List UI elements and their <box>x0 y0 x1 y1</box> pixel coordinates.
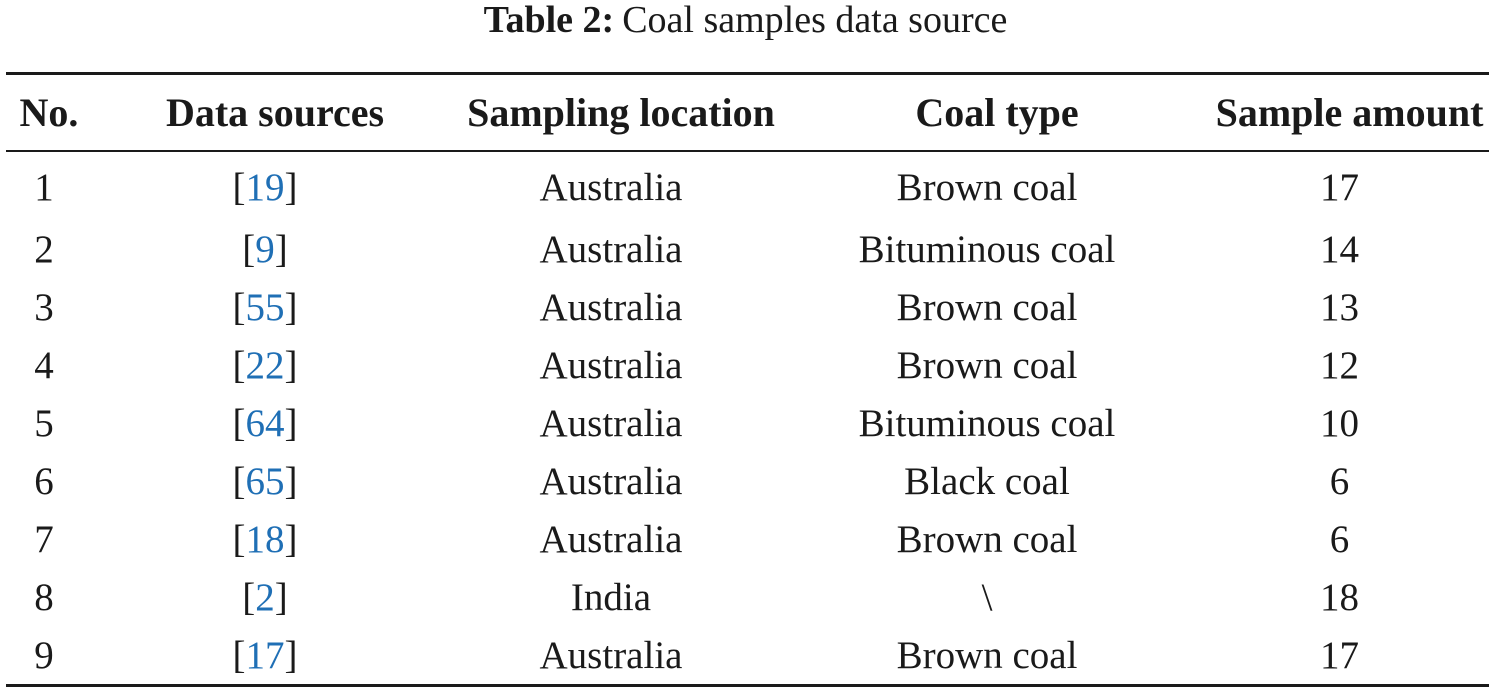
cell-sampling-location: India <box>570 575 652 619</box>
header-sampling-location: Sampling location <box>467 90 775 135</box>
citation-close-bracket: ] <box>274 227 288 271</box>
citation-close-bracket: ] <box>284 165 298 209</box>
table-caption: Table 2: Coal samples data source <box>0 0 1491 44</box>
cell-data-source: [2] <box>92 568 438 626</box>
citation-open-bracket: [ <box>232 459 246 503</box>
cell-sampling-location: Australia <box>539 285 683 329</box>
cell-no: 9 <box>34 633 54 677</box>
cell-coal-type: Bituminous coal <box>858 401 1116 445</box>
cell-no: 1 <box>34 165 54 209</box>
citation-link[interactable]: 18 <box>245 517 285 561</box>
citation-open-bracket: [ <box>232 401 246 445</box>
cell-no: 2 <box>34 227 54 271</box>
cell-sample-amount: 10 <box>1320 401 1359 445</box>
header-no: No. <box>19 90 79 135</box>
header-coal-type: Coal type <box>915 90 1079 135</box>
citation-close-bracket: ] <box>284 285 298 329</box>
cell-sample-amount: 6 <box>1329 517 1350 561</box>
cell-data-source: [64] <box>92 394 438 452</box>
citation-open-bracket: [ <box>232 517 246 561</box>
citation-open-bracket: [ <box>232 633 246 677</box>
coal-samples-table: No. Data sources Sampling location Coal … <box>6 72 1489 687</box>
cell-coal-type: Bituminous coal <box>858 227 1116 271</box>
citation-link[interactable]: 64 <box>245 401 285 445</box>
cell-data-source: [9] <box>92 220 438 278</box>
cell-no: 5 <box>34 401 54 445</box>
cell-no: 3 <box>34 285 54 329</box>
cell-no: 4 <box>34 343 54 387</box>
cell-no: 6 <box>34 459 54 503</box>
table-row: 9 [17] Australia Brown coal 17 <box>6 626 1489 684</box>
cell-no: 8 <box>34 575 54 619</box>
table-row: 4 [22] Australia Brown coal 12 <box>6 336 1489 394</box>
citation-link[interactable]: 19 <box>245 165 285 209</box>
cell-sample-amount: 13 <box>1320 285 1359 329</box>
table-row: 7 [18] Australia Brown coal 6 <box>6 510 1489 568</box>
table-row: 1 [19] Australia Brown coal 17 <box>6 152 1489 220</box>
cell-data-source: [22] <box>92 336 438 394</box>
table-body: 1 [19] Australia Brown coal 17 2 [9] Australia B… <box>6 152 1489 684</box>
citation-link[interactable]: 2 <box>255 575 275 619</box>
cell-sample-amount: 12 <box>1320 343 1359 387</box>
table-row: 5 [64] Australia Bituminous coal 10 <box>6 394 1489 452</box>
cell-coal-type: Brown coal <box>896 633 1078 677</box>
citation-close-bracket: ] <box>284 633 298 677</box>
table-header-rule <box>6 150 1489 152</box>
cell-data-source: [17] <box>92 626 438 684</box>
citation-close-bracket: ] <box>284 517 298 561</box>
citation-open-bracket: [ <box>232 285 246 329</box>
citation-link[interactable]: 65 <box>245 459 285 503</box>
table-row: 3 [55] Australia Brown coal 13 <box>6 278 1489 336</box>
cell-sampling-location: Australia <box>539 227 683 271</box>
table-row: 8 [2] India \ 18 <box>6 568 1489 626</box>
header-data-sources: Data sources <box>165 90 385 135</box>
cell-sample-amount: 17 <box>1320 165 1359 209</box>
cell-coal-type: Black coal <box>904 459 1070 503</box>
cell-sample-amount: 6 <box>1329 459 1350 503</box>
table-bottom-rule <box>6 684 1489 687</box>
cell-sample-amount: 17 <box>1320 633 1359 677</box>
cell-data-source: [55] <box>92 278 438 336</box>
cell-sample-amount: 14 <box>1320 227 1359 271</box>
cell-data-source: [19] <box>92 152 438 220</box>
cell-data-source: [18] <box>92 510 438 568</box>
cell-coal-type: Brown coal <box>896 285 1078 329</box>
citation-open-bracket: [ <box>232 343 246 387</box>
citation-open-bracket: [ <box>242 575 256 619</box>
citation-open-bracket: [ <box>232 165 246 209</box>
citation-link[interactable]: 22 <box>245 343 285 387</box>
table-caption-label: Table 2: <box>483 0 615 41</box>
cell-sampling-location: Australia <box>539 633 683 677</box>
cell-coal-type: Brown coal <box>896 343 1078 387</box>
cell-sampling-location: Australia <box>539 401 683 445</box>
cell-coal-type: Brown coal <box>896 517 1078 561</box>
table-caption-text: Coal samples data source <box>622 0 1008 41</box>
cell-coal-type: Brown coal <box>896 165 1078 209</box>
citation-link[interactable]: 9 <box>255 227 275 271</box>
cell-sampling-location: Australia <box>539 343 683 387</box>
citation-open-bracket: [ <box>242 227 256 271</box>
table-row: 2 [9] Australia Bituminous coal 14 <box>6 220 1489 278</box>
table-row: 6 [65] Australia Black coal 6 <box>6 452 1489 510</box>
citation-close-bracket: ] <box>274 575 288 619</box>
citation-close-bracket: ] <box>284 343 298 387</box>
citation-close-bracket: ] <box>284 459 298 503</box>
cell-sampling-location: Australia <box>539 459 683 503</box>
cell-data-source: [65] <box>92 452 438 510</box>
cell-coal-type: \ <box>981 575 993 619</box>
cell-no: 7 <box>34 517 54 561</box>
table-header-row: No. Data sources Sampling location Coal … <box>6 75 1491 150</box>
cell-sampling-location: Australia <box>539 517 683 561</box>
citation-close-bracket: ] <box>284 401 298 445</box>
citation-link[interactable]: 55 <box>245 285 285 329</box>
cell-sample-amount: 18 <box>1320 575 1359 619</box>
header-sample-amount: Sample amount <box>1215 90 1484 135</box>
cell-sampling-location: Australia <box>539 165 683 209</box>
table-top-rule <box>6 72 1489 75</box>
citation-link[interactable]: 17 <box>245 633 285 677</box>
